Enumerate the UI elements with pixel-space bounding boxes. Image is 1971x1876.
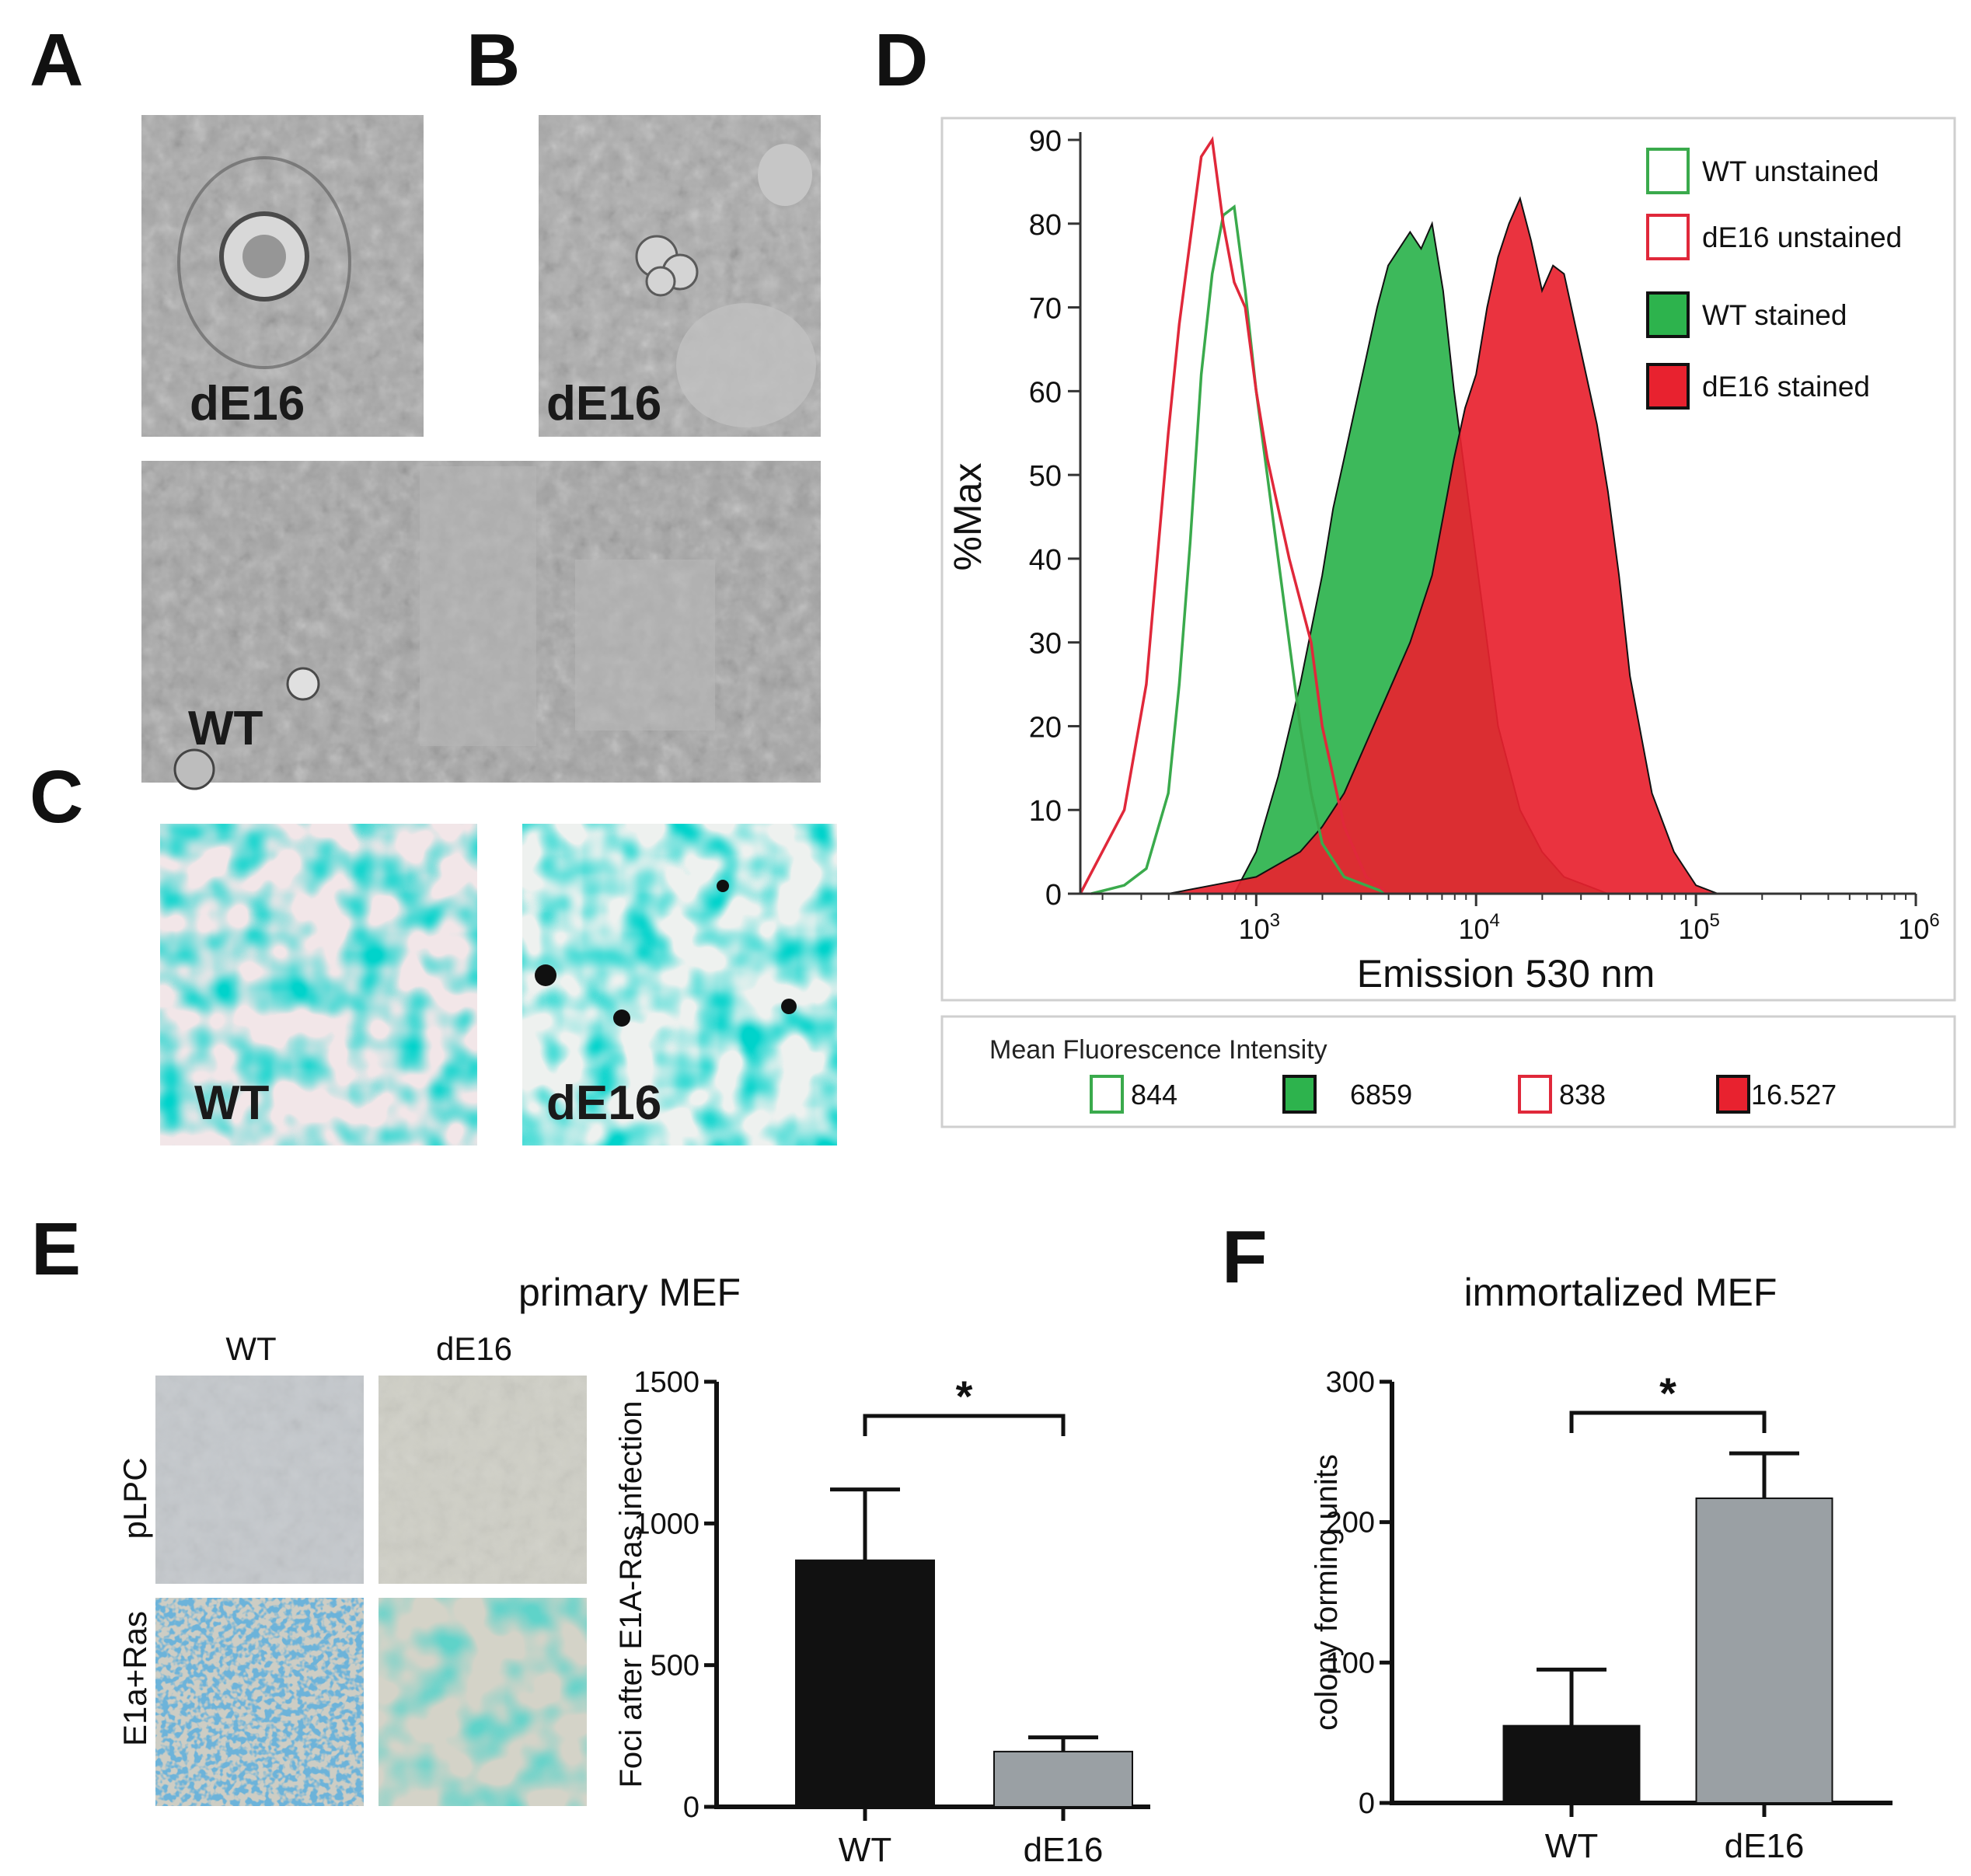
mfi-swatch bbox=[1282, 1075, 1317, 1114]
micrograph-wt-label: WT bbox=[188, 702, 263, 755]
cfu-y-label: colony forming units bbox=[1310, 1454, 1344, 1731]
panel-letter-b: B bbox=[466, 19, 520, 102]
legend-swatch bbox=[1646, 148, 1690, 194]
y-tick-label: 100 bbox=[1326, 1647, 1375, 1679]
mfi-title: Mean Fluorescence Intensity bbox=[989, 1035, 1327, 1065]
y-tick-label: 50 bbox=[1029, 460, 1062, 493]
y-tick-label: 60 bbox=[1029, 376, 1062, 409]
panel-e-col-de16: dE16 bbox=[436, 1330, 512, 1367]
y-tick-label: 1500 bbox=[633, 1366, 699, 1399]
y-tick-label: 30 bbox=[1029, 628, 1062, 661]
micrograph-b-label: dE16 bbox=[546, 377, 661, 431]
y-tick-label: 0 bbox=[683, 1791, 699, 1824]
betagal-wt-label: WT bbox=[194, 1076, 270, 1130]
histogram-chart: 0 10 20 30 40 50 60 70 80 90 103 104 105 106 %Max Emi… bbox=[946, 125, 1940, 996]
y-tick-label: 0 bbox=[1359, 1787, 1375, 1820]
mfi-swatch bbox=[1090, 1075, 1124, 1114]
mfi-value: 6859 bbox=[1350, 1079, 1412, 1111]
series-wt-unstained bbox=[1090, 204, 1389, 895]
series-de16-unstained bbox=[1079, 136, 1390, 895]
micrograph-a: dE16 bbox=[141, 115, 424, 437]
x-tick-label: 106 bbox=[1898, 910, 1939, 945]
panel-e-col-wt: WT bbox=[225, 1330, 276, 1367]
mfi-box: Mean Fluorescence Intensity 844 6859 838 16… bbox=[940, 1015, 1956, 1128]
panel-e-row-e1aras: E1a+Ras bbox=[117, 1611, 153, 1746]
legend-label: WT unstained bbox=[1702, 155, 1879, 187]
bar-wt bbox=[795, 1559, 935, 1808]
y-tick-label: 90 bbox=[1029, 125, 1062, 158]
panel-letter-f: F bbox=[1222, 1215, 1268, 1299]
y-tick-label: 200 bbox=[1326, 1507, 1375, 1540]
legend-label: dE16 unstained bbox=[1702, 221, 1902, 253]
significance-star: * bbox=[956, 1372, 973, 1421]
betagal-de16-image: dE16 bbox=[522, 824, 837, 1145]
micrograph-a-label: dE16 bbox=[190, 377, 305, 431]
y-tick-label: 20 bbox=[1029, 711, 1062, 744]
series-de16-stained bbox=[1168, 196, 1718, 894]
mfi-value: 844 bbox=[1131, 1079, 1177, 1111]
y-tick-label: 0 bbox=[1045, 879, 1062, 912]
legend-label: WT stained bbox=[1702, 299, 1847, 331]
significance-star: * bbox=[1659, 1369, 1676, 1417]
y-tick-label: 80 bbox=[1029, 209, 1062, 242]
panel-e-title: primary MEF bbox=[518, 1271, 741, 1314]
panel-letter-a: A bbox=[30, 19, 83, 102]
panel-e-row-plpc: pLPC bbox=[117, 1457, 153, 1539]
panel-f-title: immortalized MEF bbox=[1464, 1271, 1777, 1314]
significance-bracket bbox=[1569, 1410, 1767, 1433]
y-tick-label: 1000 bbox=[633, 1508, 699, 1540]
bar-de16 bbox=[1695, 1497, 1833, 1805]
x-tick-label: 105 bbox=[1678, 910, 1719, 945]
mfi-swatch bbox=[1518, 1075, 1552, 1114]
legend-swatch bbox=[1646, 214, 1690, 260]
y-tick-label: 300 bbox=[1326, 1366, 1375, 1399]
micrograph-b-top: dE16 bbox=[539, 115, 821, 437]
histogram-x-label: Emission 530 nm bbox=[1357, 952, 1655, 996]
bar-wt bbox=[1502, 1724, 1641, 1804]
x-tick-label: 104 bbox=[1459, 910, 1500, 945]
y-tick-label: 10 bbox=[1029, 795, 1062, 828]
plate-de16-plpc bbox=[379, 1376, 587, 1584]
plate-wt-plpc bbox=[155, 1376, 364, 1584]
x-tick-label: dE16 bbox=[1725, 1827, 1805, 1865]
foci-bar-chart: 0 500 1000 1500 WT dE16 * Foci after E1A-Ras i… bbox=[614, 1366, 1150, 1869]
legend-swatch bbox=[1646, 291, 1690, 338]
x-tick-label: WT bbox=[1545, 1827, 1598, 1865]
bar-de16 bbox=[993, 1750, 1133, 1808]
x-tick-label: dE16 bbox=[1024, 1831, 1104, 1869]
y-tick-label: 40 bbox=[1029, 544, 1062, 577]
panel-letter-c: C bbox=[30, 755, 83, 839]
y-tick-label: 500 bbox=[651, 1650, 699, 1682]
foci-y-label: Foci after E1A-Ras infection bbox=[614, 1401, 648, 1788]
y-tick-label: 70 bbox=[1029, 293, 1062, 326]
mfi-swatch bbox=[1716, 1075, 1750, 1114]
micrograph-b-bottom: WT bbox=[141, 461, 821, 790]
panel-letter-e: E bbox=[31, 1208, 81, 1291]
cfu-bar-chart: 0 100 200 300 WT dE16 * colony forming units bbox=[1310, 1366, 1893, 1865]
betagal-de16-label: dE16 bbox=[546, 1076, 661, 1130]
significance-bracket bbox=[863, 1414, 1066, 1436]
x-tick-label: 103 bbox=[1239, 910, 1280, 945]
legend-label: dE16 stained bbox=[1702, 371, 1870, 403]
panel-letter-d: D bbox=[874, 19, 928, 102]
plate-wt-e1aras bbox=[155, 1598, 364, 1806]
plate-de16-e1aras bbox=[379, 1598, 587, 1806]
legend-swatch bbox=[1646, 363, 1690, 410]
betagal-wt-image: WT bbox=[160, 824, 477, 1145]
mfi-value: 838 bbox=[1559, 1079, 1606, 1111]
histogram-y-label: %Max bbox=[946, 463, 989, 571]
mfi-value: 16.527 bbox=[1751, 1079, 1837, 1111]
x-tick-label: WT bbox=[839, 1831, 891, 1869]
